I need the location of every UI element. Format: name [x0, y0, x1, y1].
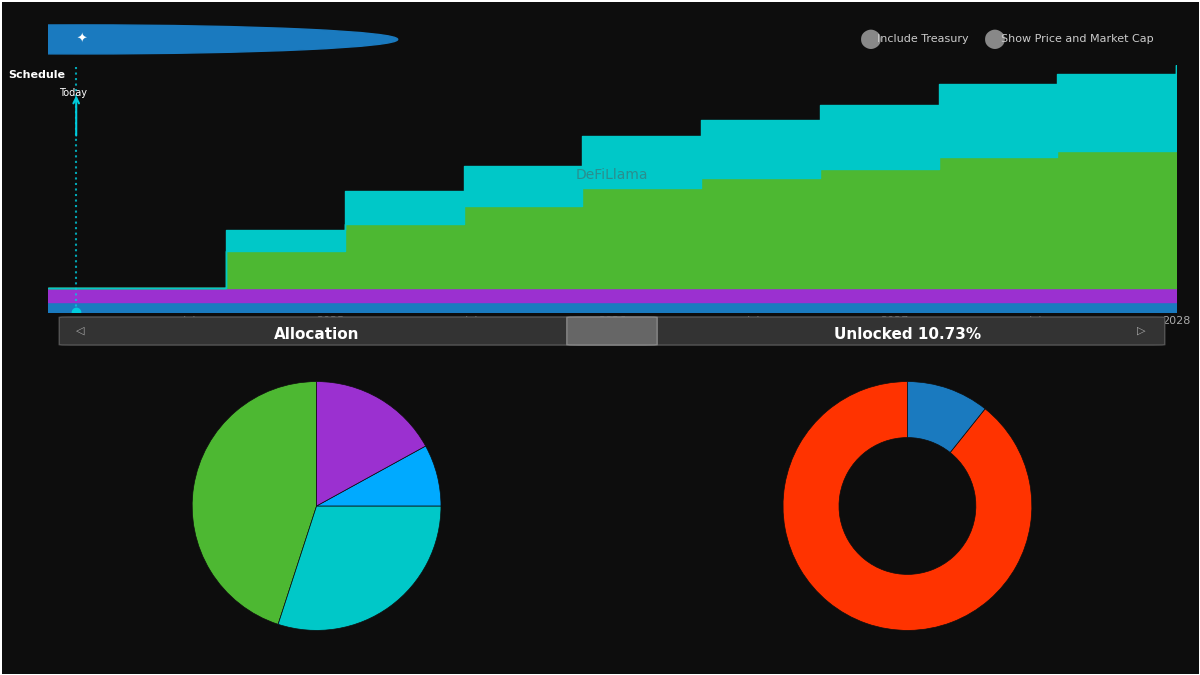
Text: ◁: ◁ — [77, 326, 85, 336]
Text: Omni Network: Omni Network — [121, 30, 256, 49]
FancyBboxPatch shape — [59, 317, 1165, 345]
Text: ⬤: ⬤ — [860, 30, 882, 49]
Text: ▷: ▷ — [1136, 326, 1145, 336]
Text: DeFiLlama: DeFiLlama — [576, 168, 648, 182]
FancyBboxPatch shape — [566, 317, 658, 345]
Text: ⬤: ⬤ — [984, 30, 1006, 49]
Text: ✦: ✦ — [77, 33, 88, 46]
Wedge shape — [907, 381, 985, 452]
Title: Allocation: Allocation — [274, 327, 359, 342]
Wedge shape — [192, 381, 317, 624]
Wedge shape — [784, 381, 1032, 630]
Text: Include Treasury: Include Treasury — [877, 34, 968, 45]
Wedge shape — [317, 446, 440, 506]
Text: Today: Today — [59, 88, 88, 99]
Text: Show Price and Market Cap: Show Price and Market Cap — [1001, 34, 1153, 45]
Title: Unlocked 10.73%: Unlocked 10.73% — [834, 327, 980, 342]
Wedge shape — [317, 381, 426, 506]
Wedge shape — [278, 506, 440, 630]
Circle shape — [0, 25, 397, 54]
Text: Schedule: Schedule — [8, 70, 66, 80]
